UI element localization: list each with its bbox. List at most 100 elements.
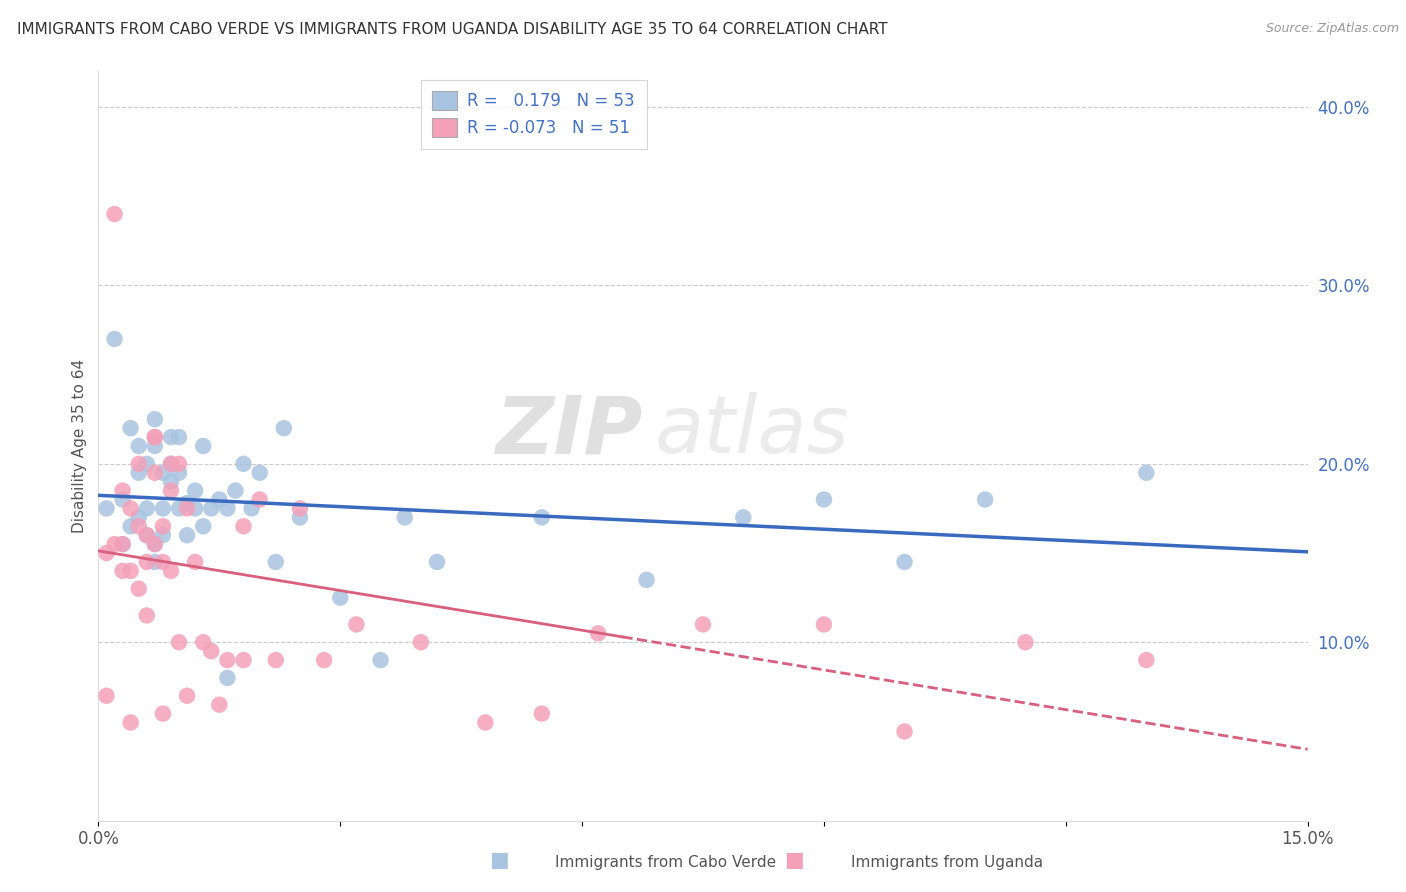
Point [232,653,254,667]
Point [143,555,166,569]
Point [426,555,449,569]
Point [217,501,239,516]
Point [160,457,183,471]
Point [143,439,166,453]
Point [160,483,183,498]
Point [217,653,239,667]
Point [208,492,231,507]
Point [586,626,609,640]
Point [120,501,142,516]
Point [152,501,174,516]
Point [128,510,150,524]
Point [135,457,157,471]
Point [224,483,246,498]
Point [152,519,174,533]
Point [135,528,157,542]
Point [143,466,166,480]
Point [152,706,174,721]
Point [264,653,287,667]
Point [135,501,157,516]
Text: IMMIGRANTS FROM CABO VERDE VS IMMIGRANTS FROM UGANDA DISABILITY AGE 35 TO 64 COR: IMMIGRANTS FROM CABO VERDE VS IMMIGRANTS… [17,22,887,37]
Point [111,537,134,551]
Point [128,519,150,533]
Point [103,207,125,221]
Point [120,519,142,533]
Point [111,564,134,578]
Point [120,564,142,578]
Point [314,653,336,667]
Point [96,501,118,516]
Point [409,635,432,649]
Point [96,689,118,703]
Point [240,501,263,516]
Point [111,483,134,498]
Point [176,528,198,542]
Point [143,412,166,426]
Point [128,439,150,453]
Point [111,492,134,507]
Point [193,519,215,533]
Point [249,492,271,507]
Point [184,501,207,516]
Point [143,537,166,551]
Point [273,421,295,435]
Text: Source: ZipAtlas.com: Source: ZipAtlas.com [1265,22,1399,36]
Point [893,724,915,739]
Point [176,501,198,516]
Point [167,457,190,471]
Point [329,591,352,605]
Point [143,537,166,551]
Point [176,496,198,510]
Point [167,635,190,649]
Point [128,466,150,480]
Point [1135,653,1157,667]
Point [217,671,239,685]
Point [200,644,222,658]
Point [636,573,658,587]
Point [160,430,183,444]
Point [152,466,174,480]
Point [152,555,174,569]
Point [1014,635,1036,649]
Text: Immigrants from Uganda: Immigrants from Uganda [851,855,1043,870]
Point [344,617,367,632]
Point [474,715,496,730]
Point [135,528,157,542]
Point [530,706,553,721]
Point [893,555,915,569]
Point [167,501,190,516]
Point [176,689,198,703]
Point [120,421,142,435]
Point [135,555,157,569]
Point [232,457,254,471]
Point [208,698,231,712]
Legend: R =   0.179   N = 53, R = -0.073   N = 51: R = 0.179 N = 53, R = -0.073 N = 51 [420,79,647,149]
Point [160,564,183,578]
Point [288,501,311,516]
Point [120,715,142,730]
Point [128,457,150,471]
Point [370,653,392,667]
Point [184,483,207,498]
Point [184,555,207,569]
Point [128,582,150,596]
Point [813,617,835,632]
Point [167,466,190,480]
Point [232,519,254,533]
Point [160,457,183,471]
Point [103,537,125,551]
Point [152,528,174,542]
Point [160,475,183,489]
Text: ZIP: ZIP [495,392,643,470]
Point [111,537,134,551]
Point [1135,466,1157,480]
Point [249,466,271,480]
Point [135,608,157,623]
Text: ■: ■ [489,850,509,870]
Point [530,510,553,524]
Y-axis label: Disability Age 35 to 64: Disability Age 35 to 64 [72,359,87,533]
Point [167,430,190,444]
Point [288,510,311,524]
Point [264,555,287,569]
Point [96,546,118,560]
